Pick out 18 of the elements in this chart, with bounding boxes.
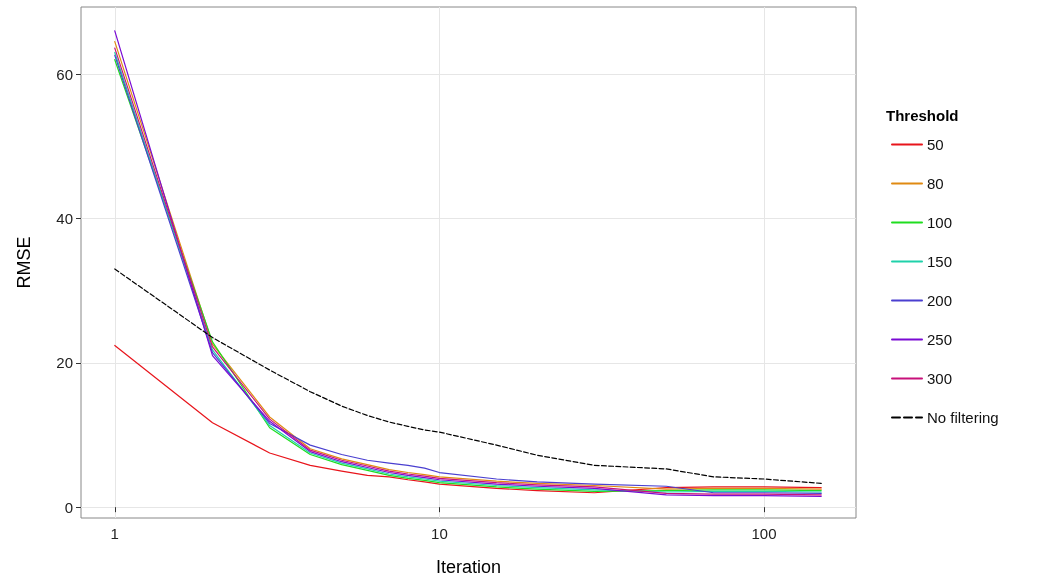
y-tick-label: 20 bbox=[56, 354, 73, 372]
y-axis-title: RMSE bbox=[14, 236, 34, 289]
legend-label: 300 bbox=[927, 370, 953, 387]
x-tick-label: 100 bbox=[751, 525, 777, 542]
legend-label: 80 bbox=[927, 175, 944, 192]
x-tick-label: 1 bbox=[110, 525, 119, 542]
legend-label: 150 bbox=[927, 253, 953, 270]
legend-label: No filtering bbox=[927, 409, 999, 426]
x-axis-title: Iteration bbox=[435, 557, 502, 577]
legend-label: 200 bbox=[927, 292, 953, 309]
y-tick-label: 0 bbox=[64, 498, 73, 516]
legend-title: Threshold bbox=[886, 107, 959, 124]
legend-label: 100 bbox=[927, 214, 953, 231]
y-tick-label: 60 bbox=[56, 65, 73, 83]
legend-label: 250 bbox=[927, 331, 953, 348]
legend-label: 50 bbox=[927, 136, 944, 153]
y-tick-label: 40 bbox=[56, 209, 73, 227]
x-tick-label: 10 bbox=[431, 525, 448, 542]
